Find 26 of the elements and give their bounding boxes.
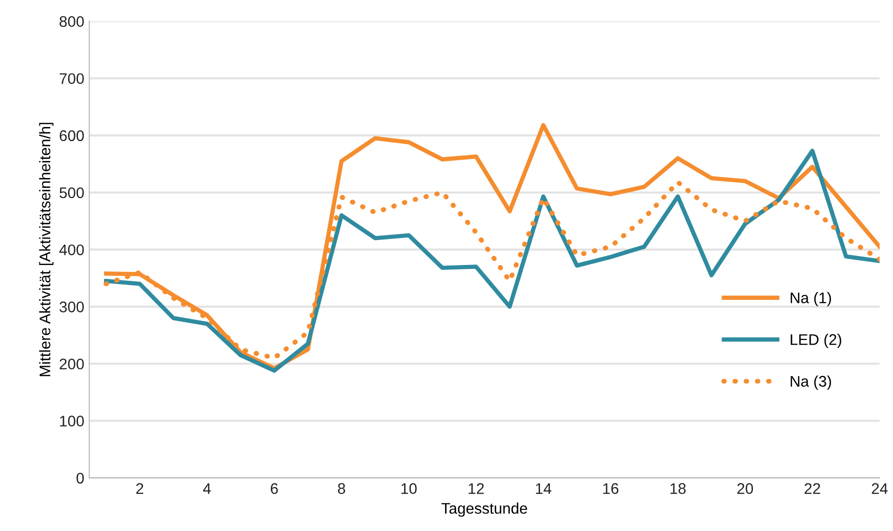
x-tick-label: 8 [338, 483, 346, 494]
x-tick-label: 16 [603, 483, 618, 494]
y-tick-label: 0 [76, 472, 84, 484]
legend-label: Na (1) [790, 292, 832, 306]
x-tick-label: 18 [670, 483, 686, 494]
x-tick-label: 10 [401, 483, 417, 494]
x-tick-label: 4 [203, 483, 211, 494]
x-axis-title: Tagesstunde [441, 502, 528, 517]
legend-label: Na (3) [790, 376, 832, 390]
y-tick-label: 700 [60, 73, 84, 84]
y-tick-label: 200 [60, 358, 84, 370]
y-tick-label: 800 [60, 16, 84, 27]
legend-label: LED (2) [790, 334, 842, 348]
x-tick-label: 24 [872, 483, 888, 494]
y-axis-title: Mittlere Aktivität [Aktivitätseinheiten/h] [39, 122, 54, 376]
x-tick-label: 12 [468, 483, 484, 494]
y-tick-label: 500 [60, 187, 84, 198]
x-tick-label: 6 [270, 483, 278, 494]
y-tick-label: 300 [60, 302, 84, 312]
y-tick-label: 600 [60, 130, 84, 142]
y-tick-label: 400 [59, 244, 84, 256]
x-tick-label: 14 [536, 483, 552, 494]
y-tick-label: 100 [60, 416, 84, 427]
x-tick-label: 2 [136, 483, 144, 494]
x-tick-label: 22 [804, 483, 820, 494]
x-tick-label: 20 [737, 483, 753, 494]
